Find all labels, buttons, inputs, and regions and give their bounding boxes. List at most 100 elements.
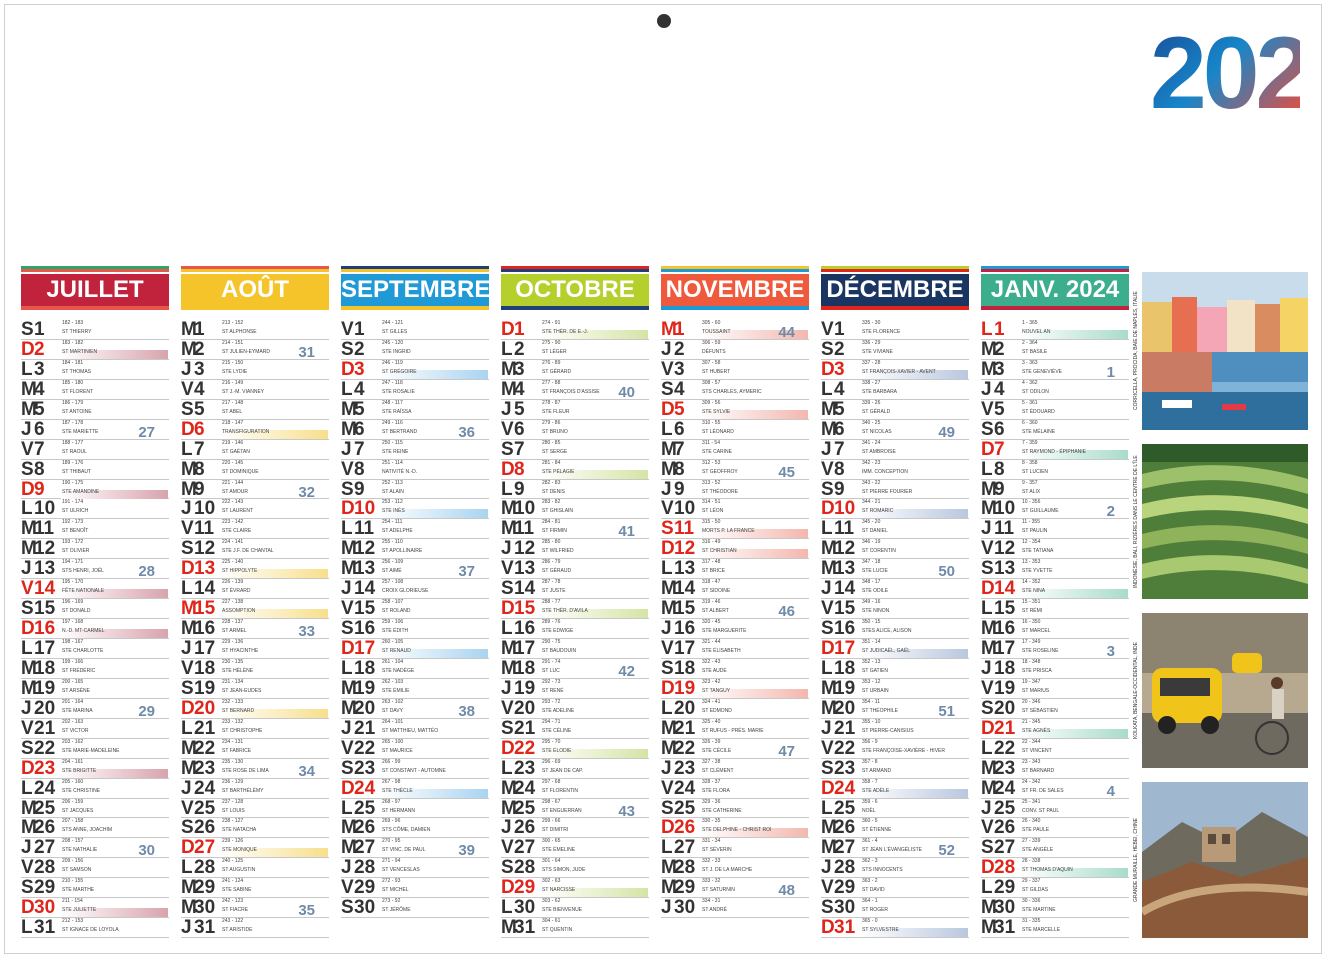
day-row: M 1 213 - 152 ST ALPHONSE — [181, 320, 329, 340]
saint-name: NATIVITÉ N.-D. — [382, 468, 418, 475]
day-row: M 5 339 - 26 ST GÉRALD — [821, 400, 969, 420]
weekday-letter: V — [181, 378, 194, 400]
saint-name: STE MARIE-MADELEINE — [62, 747, 120, 754]
day-row: M 22 234 - 131 ST FABRICE — [181, 739, 329, 759]
weekday-letter: J — [821, 857, 832, 879]
saint-name: STE J.F. DE CHANTAL — [222, 548, 274, 555]
saint-name: ST DAVY — [382, 707, 403, 714]
day-number: 8 — [34, 458, 45, 480]
saint-name: ST THOMAS D'AQUIN — [1022, 867, 1073, 874]
day-row: V 17 321 - 44 STE ÉLISABETH — [661, 639, 809, 659]
day-ordinal: 350 - 15 — [862, 619, 881, 626]
day-number: 27 — [514, 837, 536, 859]
day-ordinal: 304 - 61 — [542, 918, 561, 925]
day-ordinal: 246 - 119 — [382, 359, 403, 366]
day-row: S 26 238 - 127 STE NATACHA — [181, 817, 329, 839]
day-ordinal: 264 - 101 — [382, 718, 404, 725]
sunday-highlight — [861, 928, 968, 938]
sunday-highlight — [61, 768, 168, 778]
day-ordinal: 310 - 55 — [702, 419, 721, 426]
day-number: 6 — [834, 418, 845, 440]
weekday-letter: L — [981, 458, 993, 480]
day-number: 31 — [34, 917, 56, 939]
day-number: 2 — [674, 338, 685, 360]
day-number: 23 — [354, 757, 376, 779]
day-number: 24 — [514, 777, 536, 799]
sunday-highlight — [861, 649, 968, 658]
saint-name: ST AMBROISE — [862, 448, 896, 455]
day-ordinal: 311 - 54 — [702, 439, 720, 446]
saint-name: ST GILDAS — [1022, 887, 1049, 894]
saint-name: STE THÈCLE — [382, 787, 413, 794]
saint-name: ST THÉOPHILE — [862, 707, 898, 714]
day-number: 12 — [194, 538, 216, 560]
saint-name: ST MARTINIEN — [62, 348, 98, 355]
saint-name: ST BARTHÉLÉMY — [222, 787, 264, 794]
day-number: 9 — [34, 478, 45, 500]
sunday-highlight — [701, 828, 808, 838]
day-number: 26 — [194, 817, 216, 839]
day-row: D 10 344 - 21 ST ROMARIC — [821, 499, 969, 520]
weekday-letter: M — [181, 757, 197, 779]
sunday-highlight — [61, 908, 168, 918]
day-row: L 27 331 - 34 ST SÉVERIN — [661, 837, 809, 859]
saint-name: STE FLORA — [702, 787, 730, 794]
day-number: 13 — [674, 558, 696, 580]
weekday-letter: S — [821, 338, 834, 360]
saint-name: STE ÉMILIE — [382, 687, 410, 694]
weekday-letter: M — [181, 598, 197, 620]
day-ordinal: 13 - 353 — [1022, 559, 1041, 566]
day-row: L 11 254 - 111 ST ADELPHE — [341, 519, 489, 540]
day-ordinal: 24 - 342 — [1022, 778, 1041, 785]
saint-name: FÊTE NATIONALE — [62, 588, 105, 595]
day-ordinal: 259 - 106 — [382, 619, 404, 626]
weekday-letter: S — [981, 697, 994, 719]
weekday-letter: L — [21, 917, 33, 939]
month-column: DÉCEMBRE V 1 335 - 30 STE FLORENCE S 2 336 - 29… — [821, 266, 969, 939]
day-ordinal: 267 - 98 — [382, 778, 401, 785]
saint-name: ST EDMOND — [702, 707, 732, 714]
saint-name: ST AMOUR — [222, 488, 249, 495]
day-row: M 10 283 - 82 ST GHISLAIN — [501, 498, 649, 520]
weekday-letter: M — [21, 538, 37, 560]
day-number: 23 — [834, 757, 856, 779]
day-row: J 7 250 - 115 STE REINE — [341, 440, 489, 460]
sunday-highlight — [1021, 449, 1128, 459]
month-color-bar — [501, 266, 649, 272]
weekday-letter: V — [821, 737, 834, 759]
day-ordinal: 194 - 171 — [62, 559, 84, 566]
weekday-letter: J — [821, 578, 832, 600]
day-number: 13 — [514, 558, 536, 580]
saint-name: ST LUCIEN — [1022, 468, 1049, 475]
day-number: 3 — [194, 358, 205, 380]
day-ordinal: 223 - 142 — [222, 519, 244, 526]
day-number: 27 — [674, 837, 696, 859]
day-number: 10 — [514, 498, 536, 520]
day-ordinal: 285 - 80 — [542, 539, 561, 546]
day-ordinal: 303 - 62 — [542, 898, 561, 905]
weekday-letter: M — [341, 558, 357, 580]
day-row: L 10 191 - 174 ST ULRICH — [21, 498, 169, 520]
day-ordinal: 308 - 57 — [702, 379, 721, 386]
saint-name: ST SAMSON — [62, 867, 92, 874]
saint-name: ST IGNACE DE LOYOLA — [62, 927, 119, 934]
day-number: 26 — [674, 817, 696, 839]
day-ordinal: 210 - 155 — [62, 878, 84, 885]
day-ordinal: 305 - 60 — [702, 320, 721, 326]
weekday-letter: V — [341, 598, 354, 620]
day-number: 7 — [994, 438, 1005, 460]
day-number: 10 — [34, 498, 56, 520]
day-row: L 18 352 - 13 ST GATIEN — [821, 659, 969, 679]
day-row: M 6 249 - 116 ST BERTRAND 36 — [341, 420, 489, 441]
day-row: M 13 347 - 18 STE LUCIE 50 — [821, 559, 969, 580]
day-number: 1 — [514, 319, 525, 340]
saint-name: STE AUDE — [702, 667, 727, 674]
month-name: SEPTEMBRE — [341, 274, 490, 306]
day-row: L 20 324 - 41 ST EDMOND — [661, 699, 809, 719]
weekday-letter: L — [661, 558, 673, 580]
saint-name: STE ÉMELINE — [542, 847, 576, 854]
day-row: J 21 264 - 101 ST MATTHIEU, MATTÉO — [341, 719, 489, 739]
day-row: S 28 301 - 64 STS SIMON, JUDE — [501, 858, 649, 879]
